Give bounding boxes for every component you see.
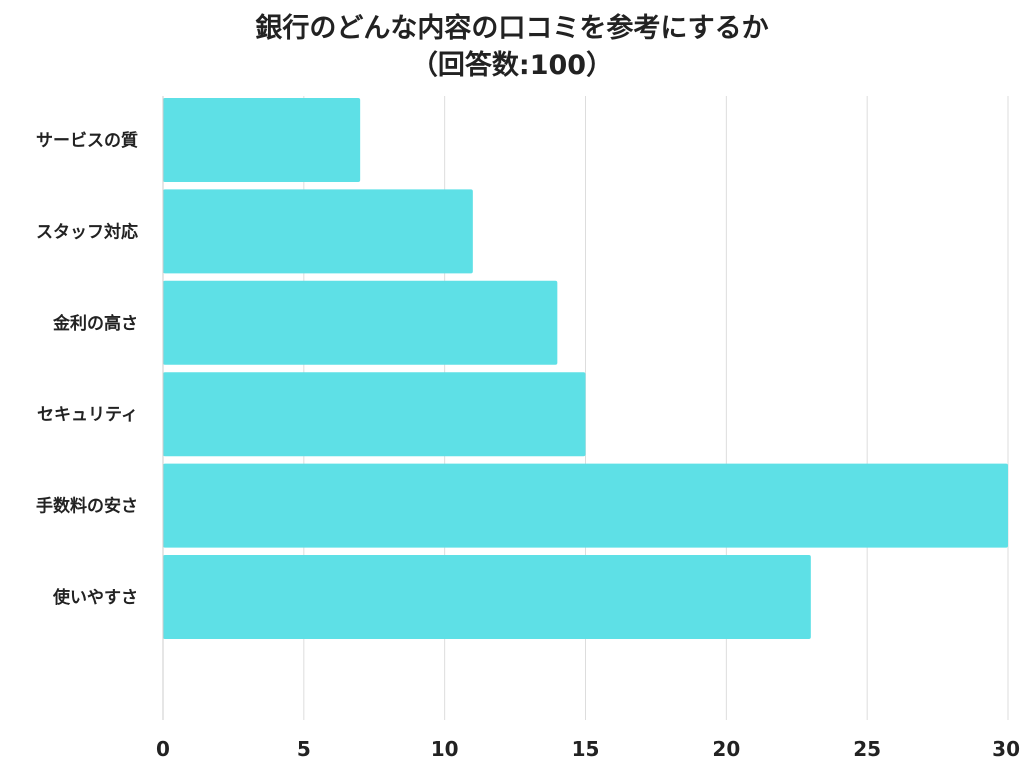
chart-title: 銀行のどんな内容の口コミを参考にするか （回答数:100） [0,10,1024,84]
category-label: 手数料の安さ [36,496,138,517]
bar [163,98,361,182]
x-tick-label: 5 [297,737,311,761]
category-label: 金利の高さ [52,313,138,334]
chart-subtitle: （回答数:100） [410,50,614,81]
bar [163,555,811,639]
bar [163,372,586,457]
x-tick-label: 20 [712,737,740,761]
x-tick-label: 15 [572,737,600,761]
x-tick-label: 10 [431,737,459,761]
category-label: セキュリティ [37,405,138,425]
x-tick-label: 30 [992,737,1020,761]
category-label: 使いやすさ [52,587,138,608]
category-label: スタッフ対応 [36,221,138,242]
chart-title-main: 銀行のどんな内容の口コミを参考にするか [255,13,769,44]
category-label: サービスの質 [36,130,138,151]
x-tick-label: 0 [156,737,170,761]
x-tick-label: 25 [853,737,881,761]
bar [163,280,558,365]
bar [163,463,1008,548]
bar [163,189,473,274]
